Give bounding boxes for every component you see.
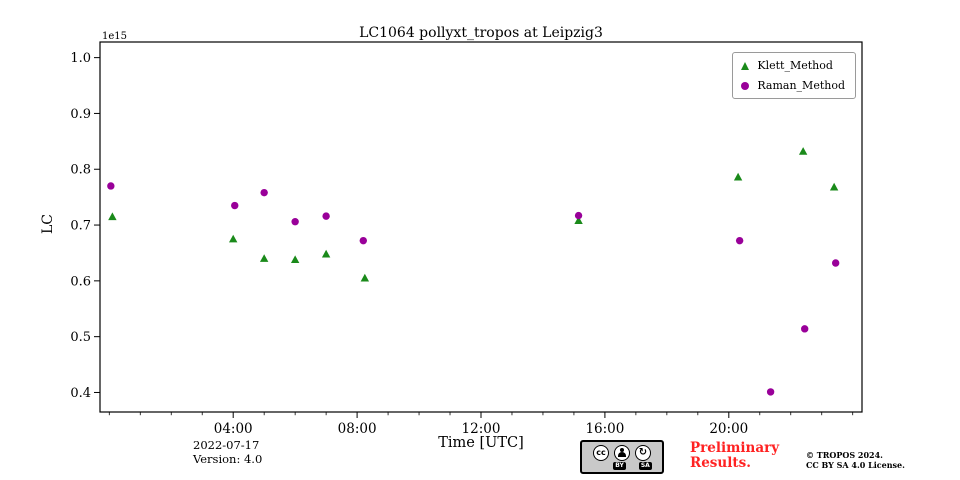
copyright-line2: CC BY SA 4.0 License. [806,460,905,470]
legend: Klett_Method Raman_Method [732,52,856,99]
measurement-date: 2022-07-17 [193,438,260,452]
y-tick-label: 0.4 [70,386,91,401]
klett-triangle-icon [741,61,750,70]
chart-title: LC1064 pollyxt_tropos at Leipzig3 [359,25,603,41]
cc-by-person-icon [614,444,630,461]
x-axis-label: Time [UTC] [438,435,524,451]
x-tick-label: 12:00 [462,421,501,437]
legend-label-raman: Raman_Method [757,79,845,92]
raman-circle-icon [741,81,750,90]
y-tick-label: 0.5 [70,330,91,345]
data-point-klett_method [228,234,238,243]
y-axis-offset-label: 1e15 [102,31,128,42]
y-tick-label: 0.9 [70,107,91,122]
data-point-raman_method [322,212,330,220]
cc-sa-caption: SA [638,461,652,470]
person-icon [617,447,627,458]
data-point-raman_method [231,201,239,210]
data-point-klett_method [733,172,743,181]
data-point-klett_method [829,182,839,191]
data-point-raman_method [359,236,367,245]
version-label: Version: 4.0 [193,452,263,466]
cc-captions-row: BY SA [613,461,652,470]
preliminary-line2: Results. [690,455,751,471]
copyright-line1: © TROPOS 2024. [806,450,883,460]
x-tick-label: 04:00 [214,421,253,437]
copyright-note: © TROPOS 2024. CC BY SA 4.0 License. [806,450,905,470]
person-head [620,447,624,452]
x-tick-label: 20:00 [709,421,748,437]
data-point-raman_method [831,259,840,267]
cc-by-caption: BY [613,461,626,470]
x-tick-label: 08:00 [338,421,377,437]
preliminary-note: Preliminary Results. [690,441,779,471]
y-tick-label: 0.6 [70,274,91,289]
legend-item-klett: Klett_Method [741,59,845,72]
data-point-raman_method [766,388,775,396]
legend-label-klett: Klett_Method [757,59,833,72]
cc-sa-arrow-icon: ↻ [635,444,651,461]
cc-logo-icon: cc [593,444,609,461]
data-point-raman_method [574,211,583,220]
legend-item-raman: Raman_Method [741,79,845,92]
data-point-klett_method [321,249,331,258]
cc-icons-row: cc ↻ [593,444,651,461]
data-point-raman_method [800,325,809,333]
data-point-klett_method [108,212,117,221]
data-point-klett_method [574,216,583,224]
data-point-klett_method [360,273,370,282]
data-point-raman_method [107,182,115,190]
data-point-raman_method [735,236,744,245]
person-body [618,452,626,457]
data-point-raman_method [260,188,268,197]
cc-license-badge: cc ↻ BY SA [580,440,664,474]
data-point-klett_method [290,255,300,264]
data-point-klett_method [259,254,269,262]
y-tick-label: 0.7 [70,219,91,234]
y-tick-label: 1.0 [70,51,91,66]
preliminary-line1: Preliminary [690,440,780,456]
data-point-klett_method [798,147,808,155]
y-tick-label: 0.8 [70,163,91,178]
data-point-raman_method [291,217,299,226]
x-tick-label: 16:00 [585,421,624,437]
